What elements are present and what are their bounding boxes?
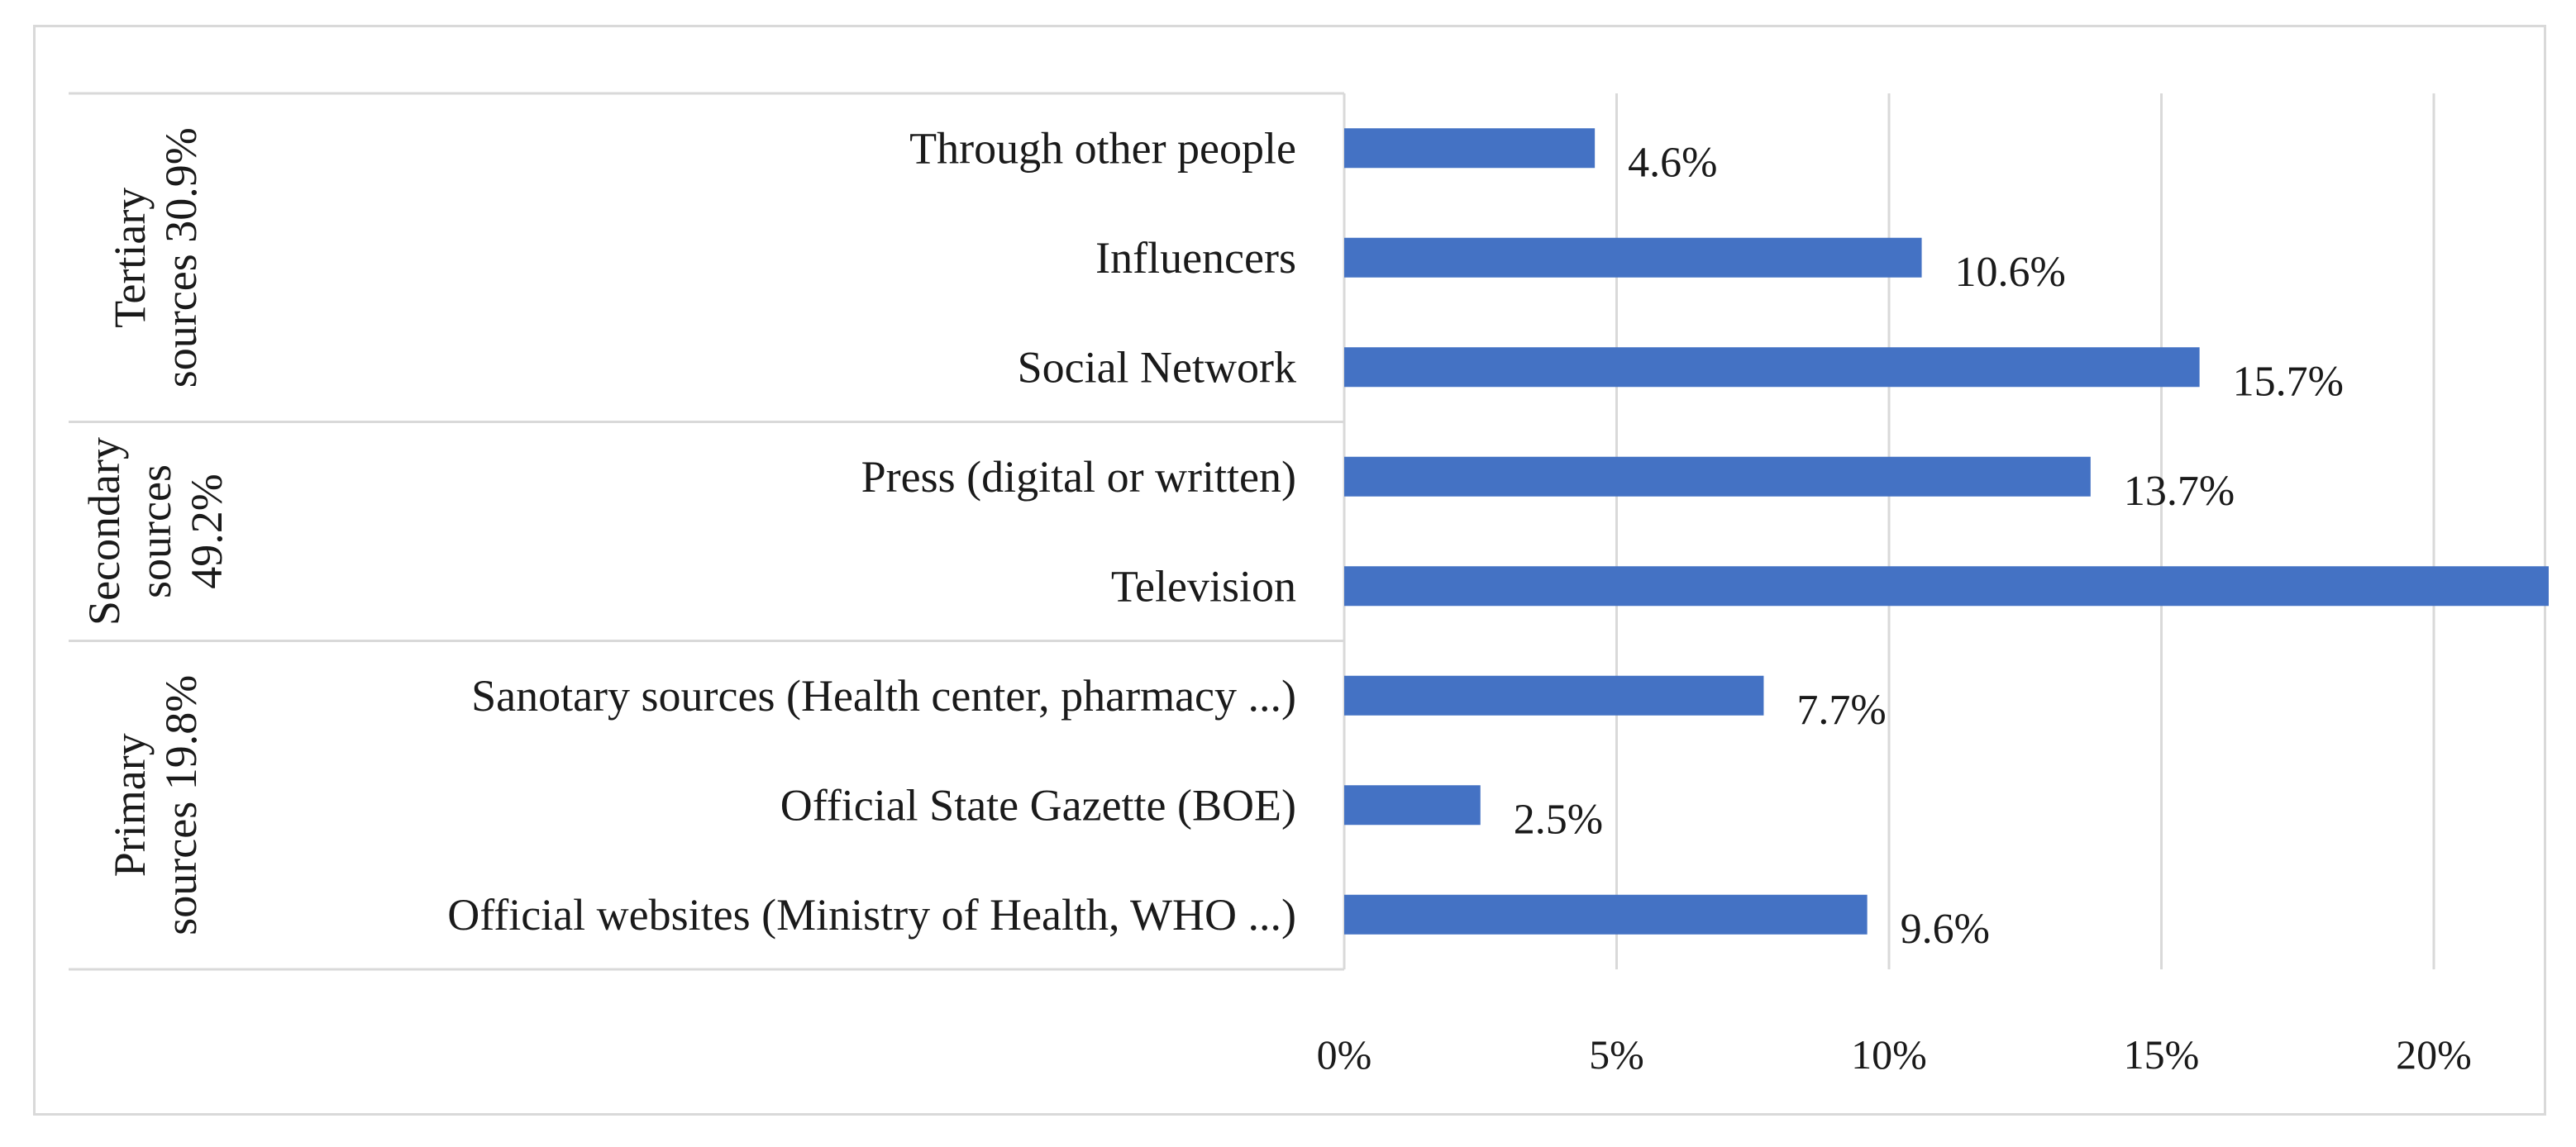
- label-layer: Through other people 4.6% Influencers 10.6%…: [447, 123, 2344, 953]
- bar-influencers: [1344, 237, 1922, 278]
- group-label-0: Tertiary sources 30.9%: [105, 127, 206, 388]
- value-label: 13.7%: [2124, 468, 2235, 515]
- chart-frame: Tertiary sources 30.9% Secondary sources 49.…: [33, 25, 2549, 1116]
- group-layer: Tertiary sources 30.9% Secondary sources 49.…: [69, 92, 1344, 971]
- bar-sanotary-sources-health-center-pharmacy: [1344, 675, 1764, 716]
- group-label-1: Secondary sources 49.2%: [79, 437, 231, 626]
- group-label-line: Secondary: [79, 437, 129, 626]
- category-label: Television: [1111, 561, 1296, 611]
- bar-through-other-people: [1344, 128, 1596, 169]
- value-label: 7.7%: [1796, 687, 1886, 734]
- group-label-line: sources 30.9%: [156, 127, 206, 388]
- bar-official-websites-ministry-of-health-who: [1344, 894, 1868, 935]
- group-label-2: Primary sources 19.8%: [105, 675, 206, 935]
- value-label: 2.5%: [1514, 796, 1603, 843]
- bar-television: [1344, 566, 2549, 607]
- x-tick-label: 20%: [2396, 1031, 2472, 1078]
- group-label-line: Primary: [105, 733, 155, 877]
- category-label: Press (digital or written): [861, 452, 1296, 502]
- category-label: Through other people: [909, 123, 1296, 173]
- value-label: 10.6%: [1955, 249, 2066, 296]
- bar-social-network: [1344, 347, 2200, 388]
- x-tick-label: 5%: [1589, 1031, 1644, 1078]
- value-label: 9.6%: [1901, 906, 1990, 953]
- x-tick-label: 15%: [2124, 1031, 2200, 1078]
- group-label-line: sources 19.8%: [156, 675, 206, 935]
- group-label-line: 49.2%: [182, 474, 231, 588]
- bar-press-digital-or-written: [1344, 456, 2091, 497]
- chart-svg: Tertiary sources 30.9% Secondary sources 49.…: [69, 92, 2549, 1078]
- bar-layer: [1344, 128, 2549, 935]
- group-label-line: Tertiary: [105, 188, 155, 328]
- x-tick-label: 0%: [1317, 1031, 1372, 1078]
- category-label: Sanotary sources (Health center, pharmac…: [471, 671, 1296, 721]
- category-label: Official State Gazette (BOE): [780, 780, 1296, 830]
- category-label: Official websites (Ministry of Health, W…: [447, 890, 1296, 940]
- category-label: Social Network: [1018, 342, 1296, 392]
- x-tick-label: 10%: [1851, 1031, 1927, 1078]
- value-label: 4.6%: [1628, 139, 1717, 186]
- value-label: 15.7%: [2233, 358, 2344, 405]
- bar-official-state-gazette-boe: [1344, 785, 1481, 826]
- group-label-line: sources: [131, 464, 180, 598]
- tick-layer: 0%5%10%15%20%25%30%35%40%: [1317, 1031, 2472, 1078]
- category-label: Influencers: [1095, 233, 1296, 283]
